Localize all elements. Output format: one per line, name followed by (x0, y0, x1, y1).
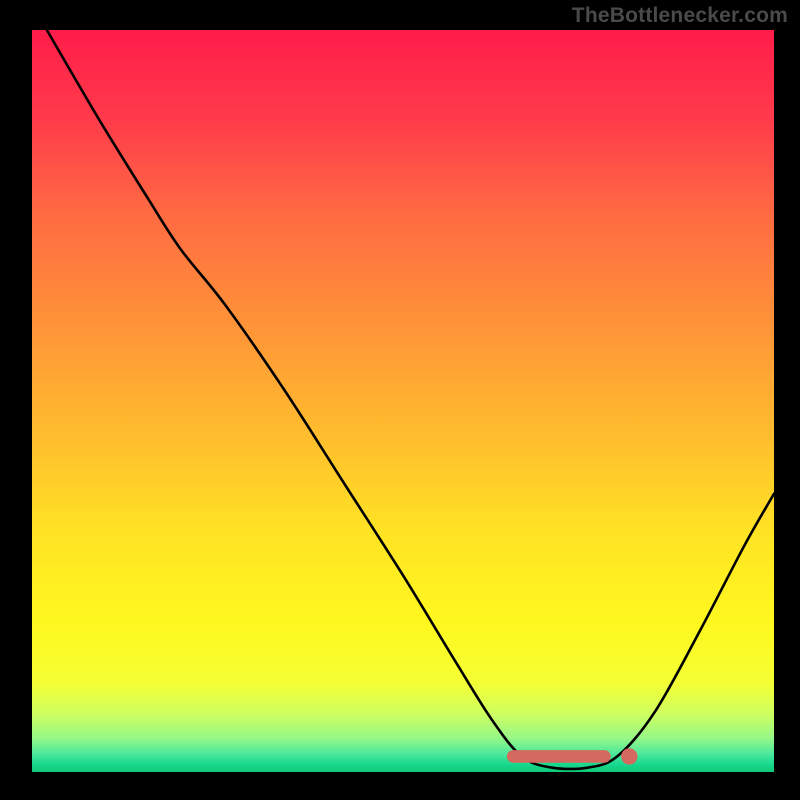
chart-canvas (0, 0, 800, 800)
stage: TheBottlenecker.com (0, 0, 800, 800)
optimum-flat-marker (507, 750, 611, 763)
optimum-flat-marker-dot (621, 748, 637, 764)
gradient-background (32, 30, 774, 772)
